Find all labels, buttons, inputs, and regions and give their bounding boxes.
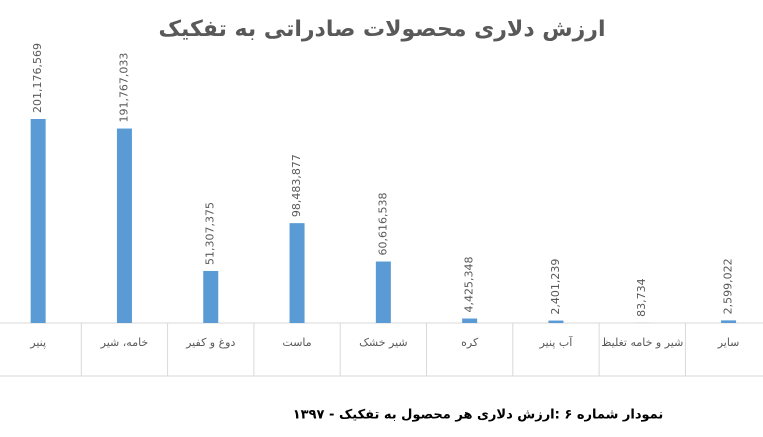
- x-tick-label: دوغ و کفیر: [185, 336, 235, 349]
- value-label: 4,425,348: [463, 257, 476, 313]
- bar: [462, 318, 478, 323]
- x-tick-label: شیر و خامه تغلیظ: [601, 336, 683, 349]
- value-label: 201,176,569: [31, 43, 44, 113]
- value-label: 191,767,033: [117, 53, 130, 123]
- value-label: 2,401,239: [549, 259, 562, 315]
- x-tick-label: آب پنیر: [539, 335, 574, 349]
- bar: [30, 119, 46, 323]
- caption: نمودار شماره ۶ :ارزش دلاری هر محصول به ت…: [293, 408, 664, 423]
- x-tick-label: کره: [461, 336, 479, 349]
- value-label: 51,307,375: [204, 202, 217, 265]
- bar: [375, 261, 391, 323]
- x-tick-label: ماست: [282, 336, 311, 349]
- x-tick-label: پنیر: [29, 336, 46, 349]
- bar: [116, 128, 132, 323]
- value-label: 98,483,877: [290, 154, 303, 217]
- x-tick-label: شیر خشک: [359, 336, 408, 349]
- value-label: 83,734: [635, 278, 648, 317]
- x-tick-label: خامه، شیر: [100, 336, 149, 349]
- bar: [721, 320, 737, 323]
- x-tick-label: سایر: [717, 336, 740, 349]
- bar: [289, 223, 305, 323]
- value-label: 60,616,538: [376, 193, 389, 256]
- bar: [548, 320, 564, 323]
- chart-title: ارزش دلاری محصولات صادراتی به تفکیک: [159, 17, 606, 42]
- bar: [203, 270, 219, 323]
- value-label: 2,599,022: [722, 258, 735, 314]
